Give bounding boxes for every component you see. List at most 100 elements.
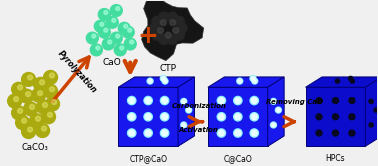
Circle shape bbox=[160, 76, 166, 82]
Circle shape bbox=[271, 122, 276, 128]
Circle shape bbox=[18, 85, 23, 90]
Circle shape bbox=[252, 78, 258, 84]
Polygon shape bbox=[208, 87, 268, 146]
Circle shape bbox=[22, 125, 36, 138]
Circle shape bbox=[130, 40, 134, 44]
Circle shape bbox=[276, 108, 280, 112]
Circle shape bbox=[369, 99, 373, 103]
Circle shape bbox=[160, 129, 169, 137]
Text: Pyrolyzation: Pyrolyzation bbox=[56, 48, 98, 94]
Polygon shape bbox=[142, 0, 204, 61]
Circle shape bbox=[349, 114, 355, 120]
Circle shape bbox=[161, 76, 166, 81]
Circle shape bbox=[18, 108, 23, 113]
Circle shape bbox=[333, 130, 338, 136]
Circle shape bbox=[186, 107, 192, 113]
Circle shape bbox=[50, 87, 54, 92]
Circle shape bbox=[36, 116, 40, 121]
Polygon shape bbox=[178, 77, 194, 146]
Circle shape bbox=[37, 100, 51, 114]
Circle shape bbox=[51, 100, 56, 104]
Circle shape bbox=[162, 78, 168, 84]
Circle shape bbox=[163, 79, 167, 83]
Circle shape bbox=[129, 114, 135, 120]
Circle shape bbox=[218, 114, 225, 120]
Circle shape bbox=[104, 10, 108, 14]
Circle shape bbox=[12, 106, 26, 120]
Circle shape bbox=[144, 129, 152, 137]
Circle shape bbox=[28, 127, 33, 132]
Circle shape bbox=[250, 76, 256, 82]
Circle shape bbox=[148, 79, 152, 83]
Circle shape bbox=[110, 32, 122, 44]
Circle shape bbox=[20, 89, 34, 103]
Polygon shape bbox=[208, 77, 284, 87]
Circle shape bbox=[124, 38, 136, 50]
Circle shape bbox=[42, 126, 46, 131]
Circle shape bbox=[8, 94, 22, 108]
Circle shape bbox=[234, 129, 242, 137]
Circle shape bbox=[235, 98, 241, 104]
Circle shape bbox=[90, 44, 102, 56]
Circle shape bbox=[128, 28, 132, 32]
Circle shape bbox=[144, 96, 152, 105]
Text: Removing CaO: Removing CaO bbox=[266, 99, 324, 105]
Circle shape bbox=[162, 98, 167, 104]
Circle shape bbox=[173, 27, 179, 33]
Circle shape bbox=[152, 16, 162, 26]
Circle shape bbox=[374, 108, 378, 112]
Circle shape bbox=[108, 40, 112, 44]
Text: CTP: CTP bbox=[160, 64, 177, 73]
Circle shape bbox=[217, 113, 226, 121]
Circle shape bbox=[116, 34, 120, 38]
Circle shape bbox=[43, 103, 48, 107]
Circle shape bbox=[48, 112, 53, 117]
Polygon shape bbox=[305, 77, 378, 87]
Circle shape bbox=[235, 130, 241, 136]
Circle shape bbox=[234, 113, 242, 121]
Circle shape bbox=[167, 35, 177, 44]
Circle shape bbox=[120, 46, 124, 50]
Circle shape bbox=[106, 16, 118, 28]
Circle shape bbox=[217, 129, 226, 137]
Text: HPCs: HPCs bbox=[326, 154, 345, 163]
Circle shape bbox=[94, 20, 106, 32]
Circle shape bbox=[350, 79, 355, 83]
Circle shape bbox=[316, 130, 322, 136]
Circle shape bbox=[251, 114, 257, 120]
Circle shape bbox=[147, 78, 153, 84]
Circle shape bbox=[50, 73, 54, 78]
Circle shape bbox=[29, 104, 34, 109]
Circle shape bbox=[26, 92, 31, 97]
Circle shape bbox=[110, 5, 122, 16]
Polygon shape bbox=[366, 77, 378, 146]
Circle shape bbox=[23, 102, 37, 116]
Circle shape bbox=[104, 28, 108, 32]
Circle shape bbox=[316, 114, 322, 120]
Circle shape bbox=[112, 18, 116, 22]
Circle shape bbox=[234, 96, 242, 105]
Circle shape bbox=[129, 98, 135, 104]
Circle shape bbox=[276, 107, 281, 113]
Circle shape bbox=[45, 97, 59, 111]
Circle shape bbox=[333, 98, 338, 104]
Circle shape bbox=[250, 96, 259, 105]
Circle shape bbox=[159, 35, 169, 44]
Circle shape bbox=[122, 26, 134, 38]
Text: CTP@CaO: CTP@CaO bbox=[129, 154, 167, 163]
Circle shape bbox=[235, 114, 241, 120]
Circle shape bbox=[349, 130, 355, 136]
Circle shape bbox=[271, 123, 276, 127]
Polygon shape bbox=[118, 77, 194, 87]
Circle shape bbox=[102, 38, 114, 50]
Circle shape bbox=[237, 78, 243, 84]
Circle shape bbox=[187, 108, 191, 112]
Circle shape bbox=[349, 98, 355, 104]
Circle shape bbox=[160, 113, 169, 121]
Circle shape bbox=[251, 130, 257, 136]
Circle shape bbox=[369, 123, 373, 127]
Circle shape bbox=[118, 22, 130, 34]
Circle shape bbox=[271, 98, 276, 104]
Circle shape bbox=[116, 7, 120, 10]
Circle shape bbox=[251, 98, 257, 104]
